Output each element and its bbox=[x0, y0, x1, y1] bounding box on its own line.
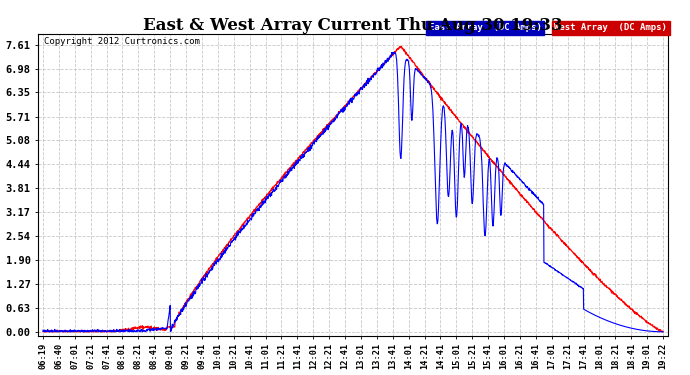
Text: Copyright 2012 Curtronics.com: Copyright 2012 Curtronics.com bbox=[44, 37, 200, 46]
Text: East Array  (DC Amps): East Array (DC Amps) bbox=[428, 24, 542, 33]
Title: East & West Array Current Thu Aug 30 19:33: East & West Array Current Thu Aug 30 19:… bbox=[144, 17, 563, 34]
Text: West Array  (DC Amps): West Array (DC Amps) bbox=[555, 24, 667, 33]
